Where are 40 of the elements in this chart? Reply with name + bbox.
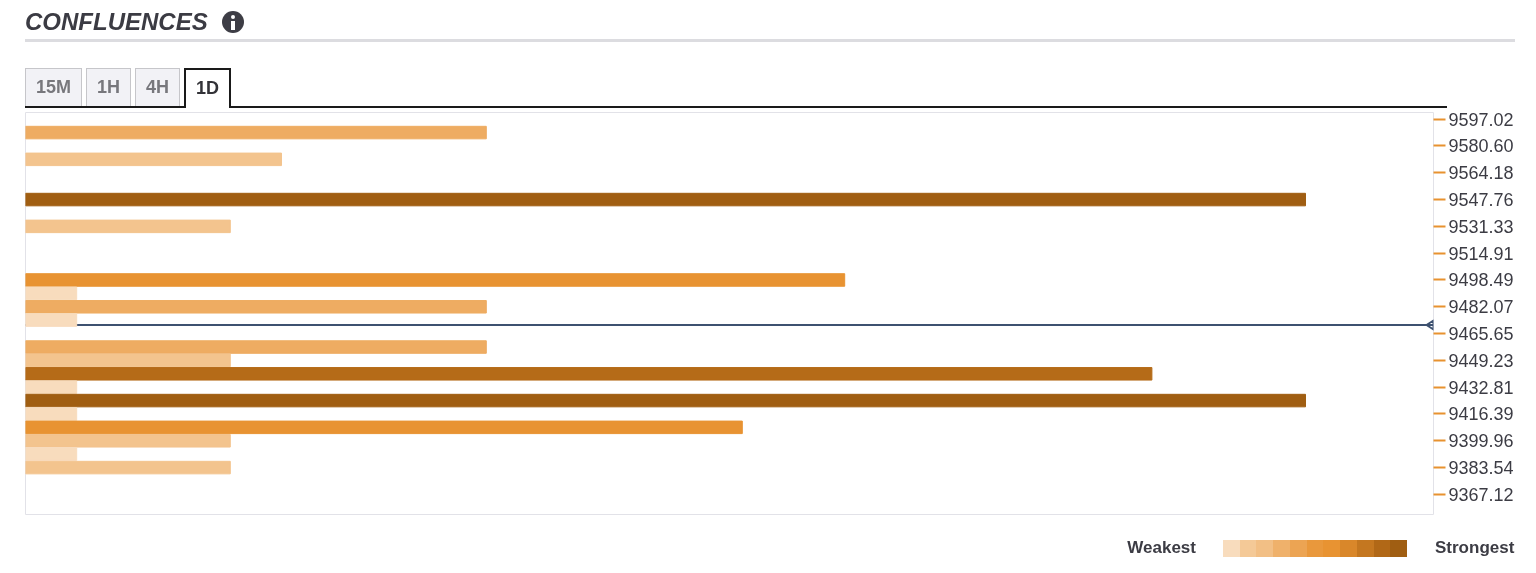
tab: 1H [86, 68, 132, 106]
chart-title: CONFLUENCES [25, 8, 208, 36]
y-tick-label: 9498.49 [1448, 270, 1514, 291]
bar [25, 125, 487, 140]
bar [25, 353, 231, 368]
y-tick-label: 9383.54 [1448, 458, 1514, 479]
bar [25, 340, 487, 354]
bar [25, 434, 231, 448]
y-tick-label: 9465.65 [1448, 324, 1514, 345]
bar [25, 273, 846, 287]
bar [25, 192, 1306, 207]
bar [25, 152, 282, 167]
y-tick-label: 9449.23 [1448, 350, 1514, 371]
y-tick-label: 9482.07 [1448, 297, 1514, 318]
bar [25, 380, 78, 394]
y-tick-label: 9399.96 [1448, 431, 1514, 452]
bar [25, 420, 743, 435]
bar [25, 300, 487, 314]
bar [25, 393, 1306, 408]
bar [25, 219, 231, 234]
y-tick-label: 9514.91 [1448, 243, 1514, 264]
bar [25, 460, 231, 475]
bar [25, 407, 78, 421]
tab: 1D [184, 68, 232, 108]
tab: 4H [135, 68, 181, 106]
y-tick-label: 9547.76 [1448, 190, 1514, 211]
text: Strongest [1435, 538, 1515, 558]
bar [25, 286, 78, 301]
y-tick-label: 9597.02 [1448, 109, 1514, 130]
bar [25, 447, 78, 461]
y-tick-label: 9564.18 [1448, 163, 1514, 184]
text: Weakest [1127, 538, 1196, 558]
tab: 15M [25, 68, 82, 106]
y-tick-label: 9367.12 [1448, 484, 1514, 505]
y-tick-label: 9416.39 [1448, 404, 1514, 425]
y-tick-label: 9432.81 [1448, 377, 1514, 398]
bar [25, 367, 1153, 381]
bar [25, 313, 78, 327]
y-tick-label: 9531.33 [1448, 216, 1514, 237]
y-tick-label: 9580.60 [1448, 136, 1514, 157]
